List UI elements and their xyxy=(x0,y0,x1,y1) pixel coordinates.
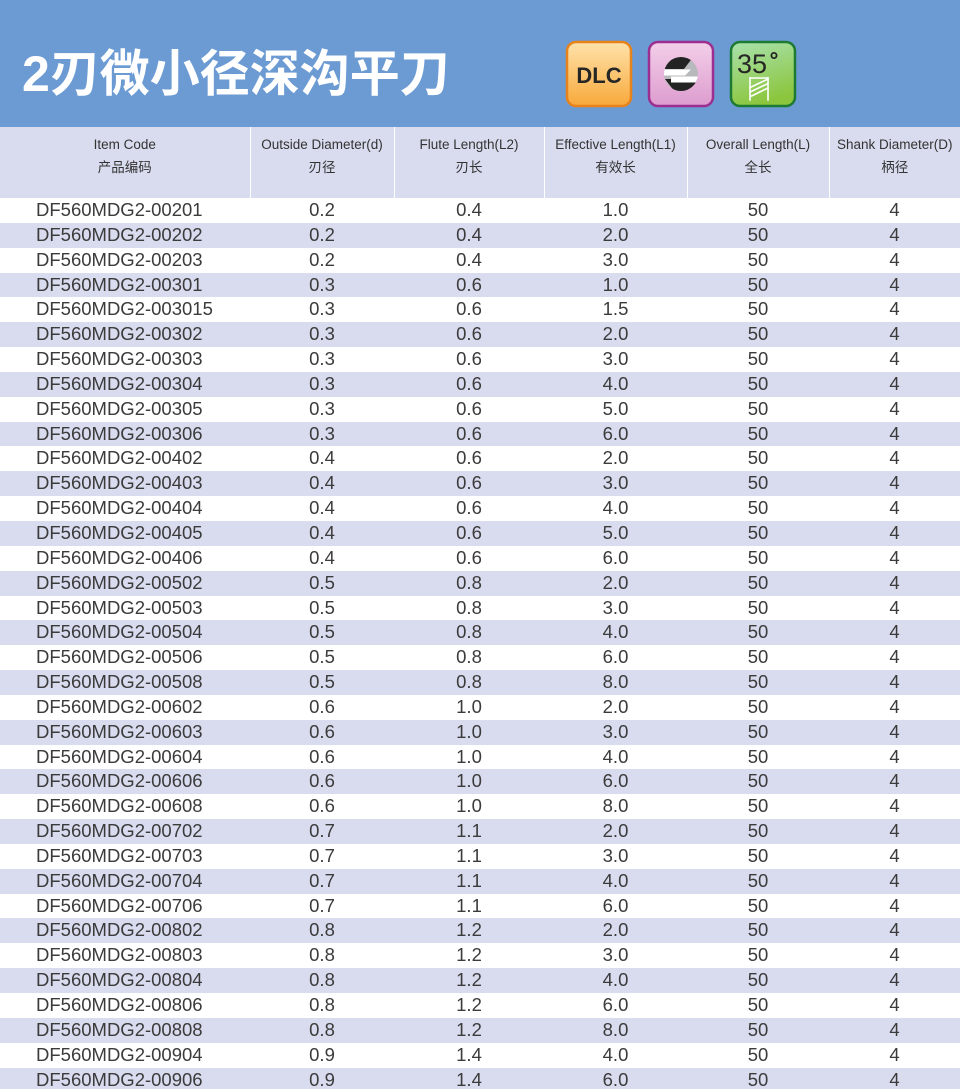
svg-text:35: 35 xyxy=(737,49,767,79)
svg-text:DLC: DLC xyxy=(576,63,621,88)
